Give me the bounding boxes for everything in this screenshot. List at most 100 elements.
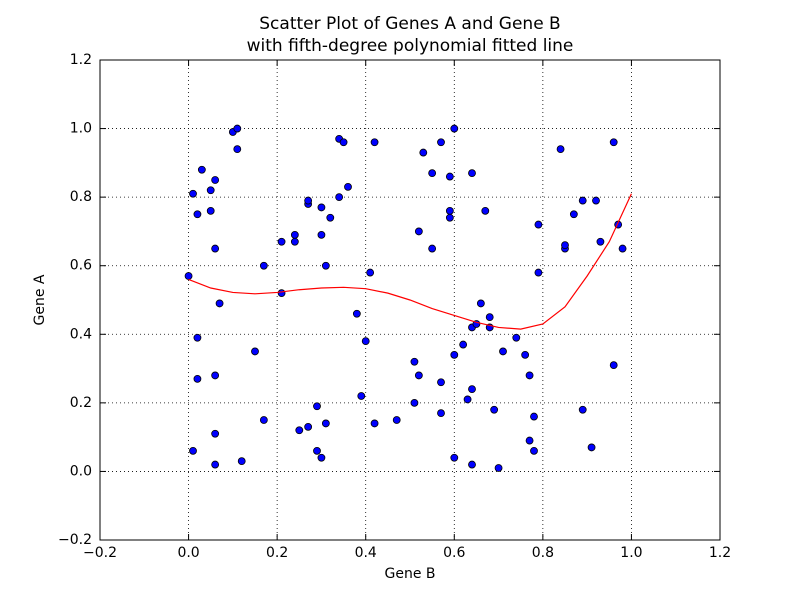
- point: [437, 378, 445, 387]
- point: [197, 165, 206, 174]
- point: [609, 138, 618, 147]
- point: [569, 210, 578, 219]
- point: [259, 261, 268, 270]
- x-tick-label: −0.2: [83, 545, 117, 561]
- point: [259, 416, 268, 424]
- point: [428, 169, 437, 178]
- point: [490, 405, 499, 414]
- point: [530, 412, 538, 421]
- point: [556, 145, 565, 154]
- point: [445, 213, 454, 222]
- point: [277, 237, 286, 246]
- x-tick-label: 0.8: [532, 545, 554, 561]
- point: [437, 138, 445, 147]
- point: [414, 227, 423, 236]
- point: [618, 244, 627, 253]
- point: [578, 405, 587, 414]
- point: [596, 237, 605, 246]
- point: [450, 124, 459, 133]
- y-tick-label: 1.0: [70, 121, 92, 137]
- point: [251, 347, 259, 356]
- point: [193, 210, 202, 219]
- point: [352, 309, 361, 318]
- point: [317, 453, 326, 462]
- point: [410, 357, 419, 366]
- y-tick-label: 0.0: [70, 463, 92, 479]
- point: [481, 206, 490, 215]
- point: [313, 446, 321, 455]
- point: [468, 385, 476, 394]
- x-tick-label: 0.6: [443, 545, 465, 561]
- point: [295, 426, 304, 435]
- point: [512, 333, 521, 342]
- point: [428, 244, 437, 253]
- point: [290, 237, 299, 246]
- point: [304, 422, 313, 431]
- point: [485, 313, 494, 322]
- point: [184, 272, 193, 280]
- point: [468, 460, 476, 469]
- point: [414, 371, 423, 380]
- point: [326, 213, 335, 222]
- x-axis-label: Gene B: [384, 566, 435, 582]
- point: [534, 220, 543, 229]
- point: [459, 340, 468, 349]
- y-tick-label: −0.2: [58, 532, 92, 548]
- point: [237, 457, 246, 466]
- point: [211, 176, 220, 184]
- point: [370, 419, 379, 428]
- point: [499, 347, 507, 356]
- point: [445, 206, 454, 215]
- y-tick-label: 0.4: [70, 326, 92, 342]
- point: [317, 203, 326, 212]
- point: [463, 395, 472, 404]
- point: [211, 371, 220, 380]
- x-tick-label: 1.0: [620, 545, 642, 561]
- y-tick-label: 1.2: [70, 52, 92, 68]
- plot-frame: [99, 59, 721, 541]
- point: [534, 268, 543, 277]
- y-tick-label: 0.8: [70, 189, 92, 205]
- point: [592, 196, 600, 205]
- point: [521, 350, 530, 359]
- point: [211, 460, 220, 469]
- point: [193, 374, 202, 383]
- point: [361, 337, 370, 346]
- point: [321, 261, 330, 270]
- point: [277, 289, 286, 298]
- point: [525, 371, 534, 380]
- point: [561, 241, 569, 250]
- x-tick-label: 1.2: [709, 545, 731, 561]
- y-tick-label: 0.6: [70, 258, 92, 274]
- point: [193, 333, 202, 342]
- point: [392, 416, 401, 424]
- point: [587, 443, 596, 452]
- point: [419, 148, 428, 157]
- chart-subtitle: with fifth-degree polynomial fitted line: [247, 36, 574, 56]
- point: [525, 436, 534, 445]
- point: [211, 429, 220, 438]
- point: [609, 361, 618, 370]
- point: [335, 193, 344, 202]
- point: [344, 182, 352, 191]
- point: [530, 446, 538, 455]
- point: [290, 230, 299, 239]
- point: [211, 244, 220, 253]
- point: [313, 402, 321, 411]
- y-axis-label: Gene A: [32, 274, 48, 325]
- x-tick-label: 0.2: [266, 545, 288, 561]
- point: [317, 230, 326, 239]
- point: [468, 169, 476, 178]
- x-tick-label: 0.0: [177, 545, 199, 561]
- point: [189, 446, 197, 455]
- point: [494, 464, 503, 472]
- point: [233, 124, 242, 133]
- point: [304, 196, 313, 205]
- y-tick-label: 0.2: [70, 395, 92, 411]
- point: [321, 419, 330, 428]
- point: [206, 186, 215, 195]
- point: [450, 350, 459, 359]
- point: [339, 138, 348, 147]
